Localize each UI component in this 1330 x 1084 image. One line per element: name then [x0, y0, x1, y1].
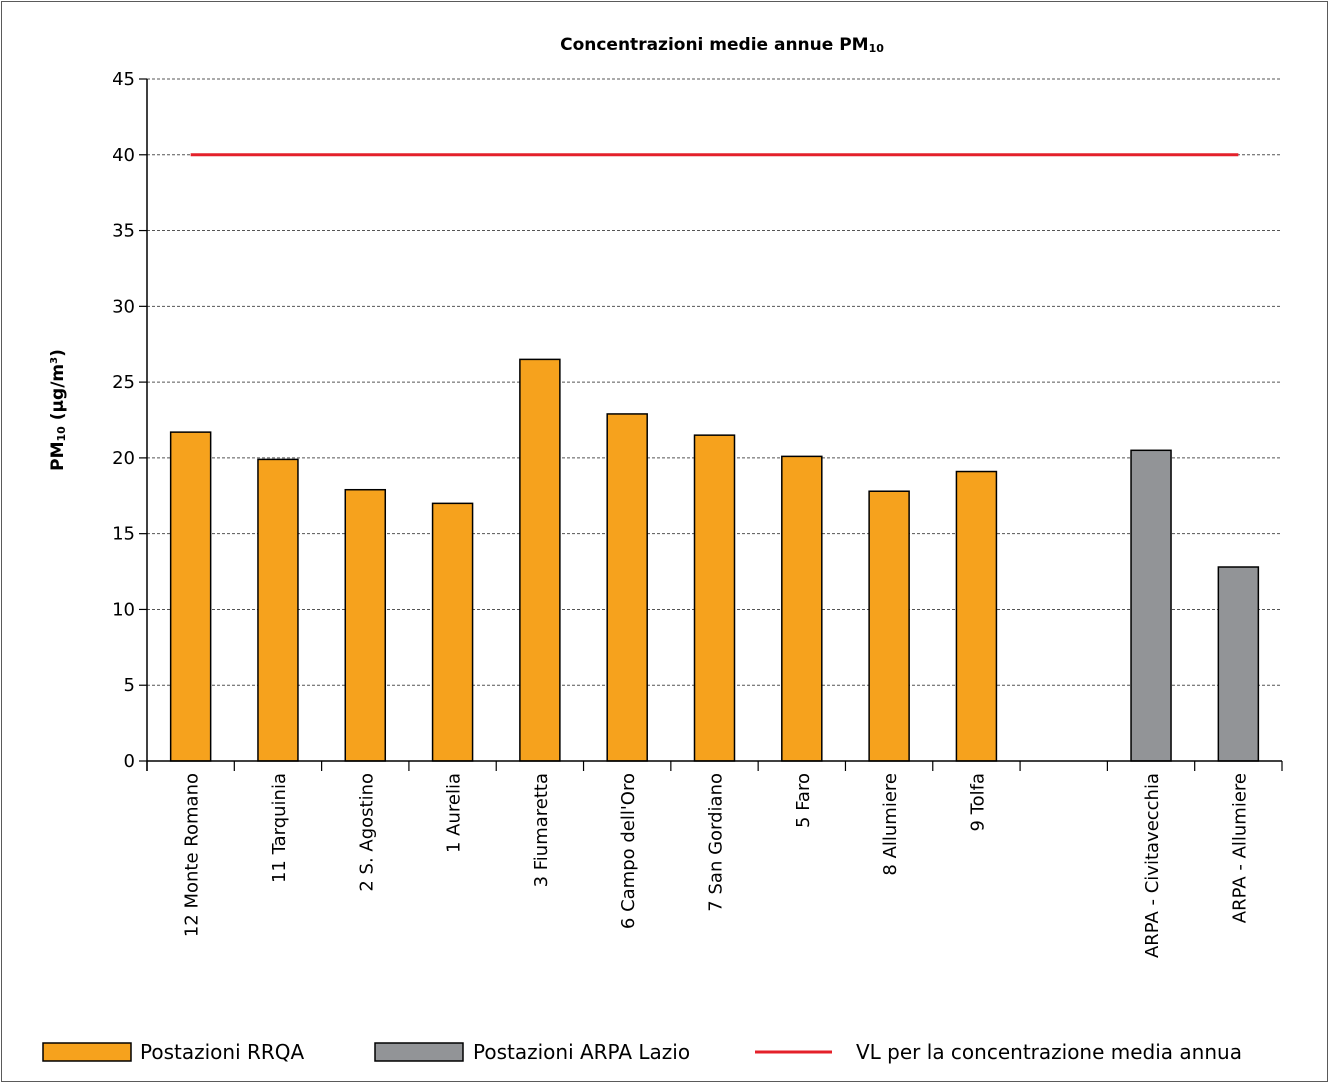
- y-axis-label: PM10 (µg/m3): [48, 349, 68, 471]
- category-label-12: ARPA - Allumiere: [1229, 773, 1250, 923]
- y-axis-ticks: 0 5 10 15 20 25 30 35 40 45: [112, 69, 147, 772]
- bar-12: [1217, 566, 1260, 762]
- y-tick-label-0: 0: [124, 751, 135, 772]
- x-axis-categories: 12 Monte Romano 11 Tarquinia 2 S. Agostino…: [182, 773, 1251, 958]
- legend-label-2: VL per la concentrazione media annua: [856, 1040, 1242, 1064]
- bar-5: [606, 413, 648, 762]
- legend-label-1: Postazioni ARPA Lazio: [473, 1040, 690, 1064]
- category-label-11: ARPA - Civitavecchia: [1142, 773, 1163, 958]
- y-tick-label-40: 40: [112, 145, 135, 166]
- bar-8: [868, 490, 910, 762]
- bar-1: [257, 458, 299, 762]
- category-label-7: 5 Faro: [793, 773, 814, 828]
- bar-11: [1130, 449, 1172, 762]
- bar-6: [693, 434, 736, 762]
- bar-4: [519, 358, 561, 762]
- axes: [146, 79, 1283, 771]
- y-tick-label-10: 10: [112, 599, 135, 620]
- category-label-3: 1 Aurelia: [444, 773, 465, 853]
- y-tick-label-15: 15: [112, 524, 135, 545]
- legend-label-0: Postazioni RRQA: [140, 1040, 305, 1064]
- y-tick-label-20: 20: [112, 448, 135, 469]
- legend: Postazioni RRQA Postazioni ARPA Lazio VL p…: [42, 1040, 1242, 1064]
- bar-3: [431, 502, 474, 762]
- y-tick-label-30: 30: [112, 296, 135, 317]
- category-label-6: 7 San Gordiano: [706, 773, 727, 912]
- category-label-8: 8 Allumiere: [880, 773, 901, 876]
- bars: [169, 358, 1260, 762]
- category-label-9: 9 Tolfa: [967, 773, 988, 832]
- legend-swatch-arpa: [374, 1042, 464, 1062]
- y-tick-label-25: 25: [112, 372, 135, 393]
- category-label-0: 12 Monte Romano: [182, 773, 203, 937]
- bar-9: [955, 470, 998, 762]
- category-label-5: 6 Campo dell'Oro: [618, 773, 639, 929]
- category-label-1: 11 Tarquinia: [269, 773, 290, 883]
- y-tick-label-45: 45: [112, 69, 135, 90]
- bar-2: [344, 488, 387, 762]
- bar-7: [781, 455, 823, 762]
- bar-0: [169, 431, 212, 762]
- chart-title: Concentrazioni medie annue PM10: [560, 35, 884, 55]
- y-tick-label-5: 5: [124, 675, 135, 696]
- category-label-2: 2 S. Agostino: [356, 773, 377, 892]
- category-label-4: 3 Fiumaretta: [531, 773, 552, 887]
- y-tick-label-35: 35: [112, 221, 135, 242]
- legend-swatch-rrqa: [42, 1042, 132, 1062]
